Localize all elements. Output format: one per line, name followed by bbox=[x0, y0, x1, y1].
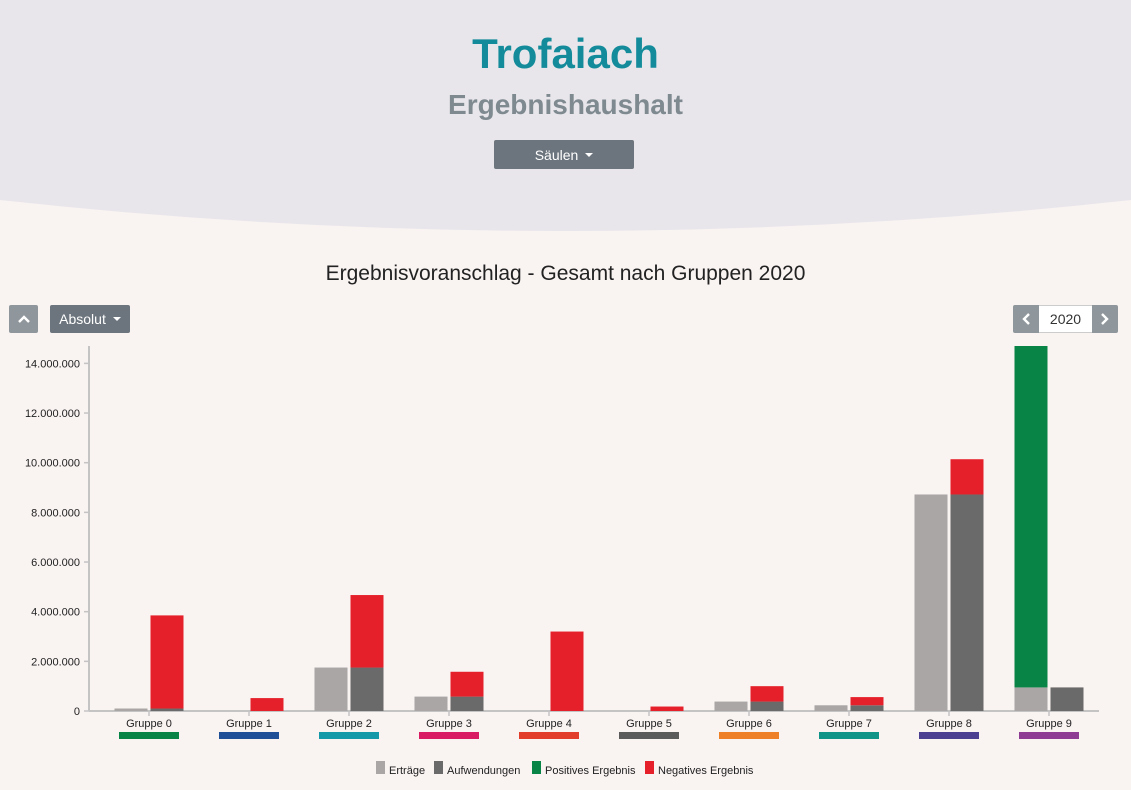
y-tick-label: 12.000.000 bbox=[25, 408, 80, 420]
x-tick-label: Gruppe 9 bbox=[1026, 718, 1072, 730]
x-tick-label: Gruppe 5 bbox=[626, 718, 672, 730]
x-tick-label: Gruppe 0 bbox=[126, 718, 172, 730]
legend-label: Aufwendungen bbox=[447, 765, 520, 777]
category-color-swatch bbox=[719, 732, 779, 739]
category-color-swatch bbox=[619, 732, 679, 739]
bar-positives-ergebnis bbox=[1014, 346, 1048, 688]
bar-negatives-ergebnis bbox=[250, 698, 284, 711]
x-tick-label: Gruppe 2 bbox=[326, 718, 372, 730]
category-color-swatch bbox=[419, 732, 479, 739]
x-tick-label: Gruppe 4 bbox=[526, 718, 572, 730]
caret-down-icon bbox=[585, 152, 594, 157]
display-mode-label: Absolut bbox=[59, 311, 106, 327]
header-background bbox=[0, 0, 1131, 231]
app-title: Trofaiach bbox=[472, 30, 659, 77]
year-prev-button[interactable] bbox=[1013, 305, 1039, 333]
category-color-swatch bbox=[319, 732, 379, 739]
legend-swatch bbox=[532, 761, 541, 774]
x-tick-label: Gruppe 8 bbox=[926, 718, 972, 730]
y-tick-label: 6.000.000 bbox=[31, 557, 80, 569]
category-color-swatch bbox=[819, 732, 879, 739]
legend-swatch bbox=[434, 761, 443, 774]
bar-aufwendungen bbox=[150, 708, 184, 711]
legend-label: Positives Ergebnis bbox=[545, 765, 636, 777]
category-color-swatch bbox=[219, 732, 279, 739]
year-field[interactable]: 2020 bbox=[1039, 305, 1092, 333]
bar-ertraege bbox=[814, 705, 848, 711]
bar-negatives-ergebnis bbox=[550, 631, 584, 711]
bar-ertraege bbox=[714, 701, 748, 711]
chevron-left-icon bbox=[1022, 313, 1030, 325]
bar-aufwendungen bbox=[450, 696, 484, 711]
caret-down-icon bbox=[112, 317, 121, 321]
bar-ertraege bbox=[1014, 687, 1048, 711]
x-tick-label: Gruppe 6 bbox=[726, 718, 772, 730]
app-subtitle: Ergebnishaushalt bbox=[448, 89, 683, 120]
collapse-button[interactable] bbox=[9, 305, 38, 333]
x-tick-label: Gruppe 7 bbox=[826, 718, 872, 730]
legend-swatch bbox=[645, 761, 654, 774]
y-tick-label: 10.000.000 bbox=[25, 458, 80, 470]
bar-negatives-ergebnis bbox=[350, 595, 384, 668]
bar-negatives-ergebnis bbox=[850, 697, 884, 706]
x-tick-label: Gruppe 1 bbox=[226, 718, 272, 730]
chart-type-label: Säulen bbox=[534, 146, 579, 163]
x-tick-label: Gruppe 3 bbox=[426, 718, 472, 730]
y-tick-label: 14.000.000 bbox=[25, 358, 80, 370]
legend-label: Erträge bbox=[389, 765, 425, 777]
bar-aufwendungen bbox=[750, 701, 784, 711]
bar-negatives-ergebnis bbox=[750, 686, 784, 702]
y-tick-label: 0 bbox=[74, 706, 80, 718]
category-color-swatch bbox=[519, 732, 579, 739]
bar-negatives-ergebnis bbox=[950, 459, 984, 495]
year-next-button[interactable] bbox=[1092, 305, 1118, 333]
y-tick-label: 4.000.000 bbox=[31, 607, 80, 619]
bar-ertraege bbox=[314, 667, 348, 711]
category-color-swatch bbox=[119, 732, 179, 739]
bar-aufwendungen bbox=[950, 494, 984, 711]
chevron-right-icon bbox=[1101, 313, 1109, 325]
bar-negatives-ergebnis bbox=[450, 671, 484, 697]
bar-ertraege bbox=[914, 494, 948, 711]
legend-swatch bbox=[376, 761, 385, 774]
chart-title: Ergebnisvoranschlag - Gesamt nach Gruppe… bbox=[325, 262, 806, 285]
display-mode-dropdown[interactable]: Absolut bbox=[50, 305, 130, 333]
bar-aufwendungen bbox=[1050, 687, 1084, 711]
category-color-swatch bbox=[919, 732, 979, 739]
y-tick-label: 8.000.000 bbox=[31, 507, 80, 519]
bar-ertraege bbox=[414, 696, 448, 711]
chevron-up-icon bbox=[17, 315, 30, 323]
chart-type-dropdown[interactable]: Säulen bbox=[494, 140, 634, 169]
bar-aufwendungen bbox=[350, 667, 384, 711]
bar-aufwendungen bbox=[850, 705, 884, 711]
category-color-swatch bbox=[1019, 732, 1079, 739]
bar-negatives-ergebnis bbox=[150, 615, 184, 709]
legend-label: Negatives Ergebnis bbox=[658, 765, 754, 777]
y-tick-label: 2.000.000 bbox=[31, 656, 80, 668]
bar-ertraege bbox=[114, 708, 148, 711]
bar-negatives-ergebnis bbox=[650, 706, 684, 711]
